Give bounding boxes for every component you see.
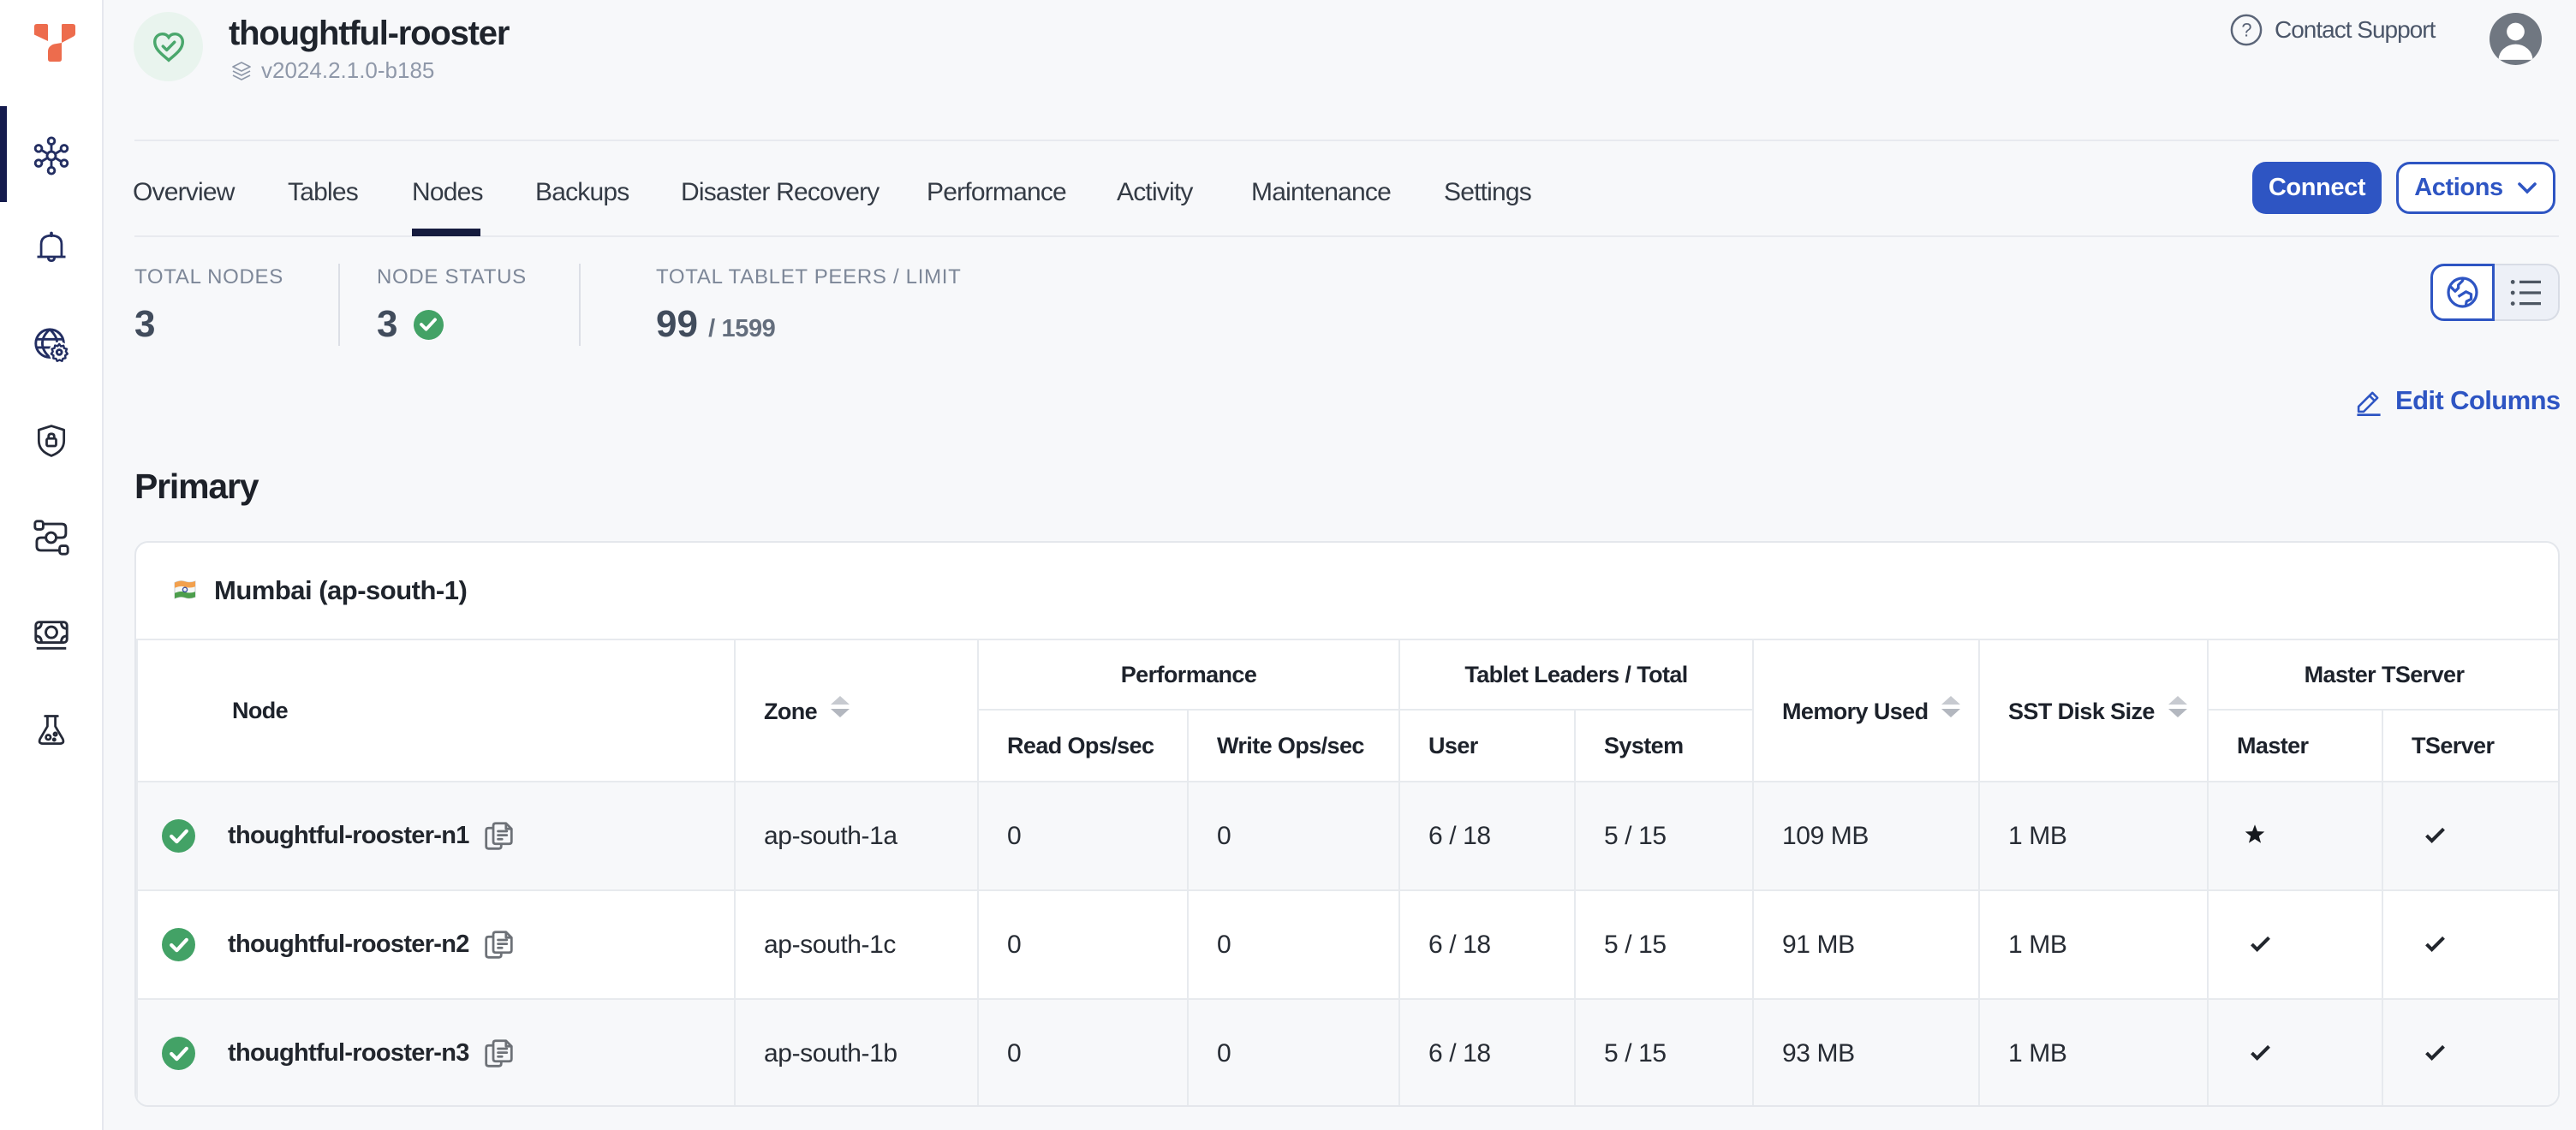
svg-text:?: ? — [2241, 20, 2251, 41]
